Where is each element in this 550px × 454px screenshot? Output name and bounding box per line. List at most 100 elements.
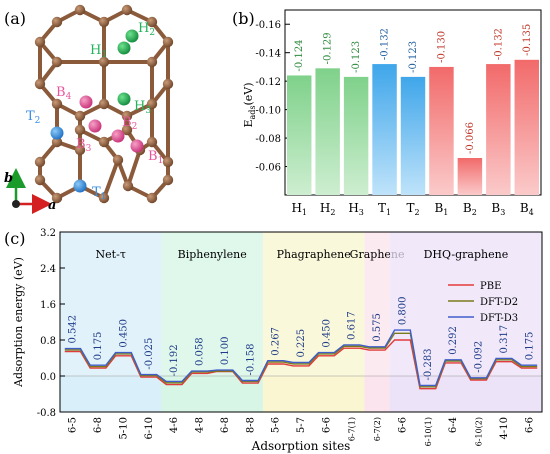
site-t2-label: T2: [26, 109, 40, 126]
line-x-label: 6-7(1): [348, 417, 357, 441]
carbon-atom: [121, 110, 133, 122]
line-x-label: 4-6: [169, 417, 180, 433]
bar-x-label: B2: [463, 201, 477, 217]
bar-h2: [315, 68, 340, 195]
series-dft-d3: [64, 329, 538, 387]
legend-label-dft-d3: DFT-D3: [480, 313, 518, 324]
line-x-label: 8-8: [245, 417, 256, 433]
bar-y-tick-label: -0.14: [255, 49, 281, 60]
line-value-label: -0.025: [144, 338, 155, 370]
carbon-atom: [146, 136, 158, 148]
line-x-label: 6-4: [448, 417, 459, 433]
carbon-atom: [51, 98, 63, 110]
line-value-label: 0.292: [448, 326, 459, 355]
bar-b4: [514, 59, 540, 195]
region-below-zero: [364, 376, 390, 412]
region-below-zero: [389, 376, 542, 412]
carbon-atom: [162, 174, 174, 186]
carbon-atom: [98, 56, 110, 68]
carbon-atom: [146, 16, 158, 28]
bar-b2: [457, 158, 483, 195]
carbon-bond: [126, 148, 142, 188]
line-x-label: 6-10(1): [424, 417, 433, 446]
line-value-label: -0.192: [169, 344, 180, 376]
bar-b1: [429, 66, 454, 195]
carbon-atom: [162, 78, 174, 90]
bar-value-label: -0.123: [408, 41, 419, 73]
panel-b-label: (b): [232, 9, 255, 28]
bar-x-label: T1: [378, 201, 391, 217]
carbon-atom: [98, 16, 110, 28]
site-h2-atom: [125, 29, 139, 43]
line-x-label: 6-7(2): [373, 417, 382, 441]
line-x-label: 6-10: [144, 417, 155, 439]
carbon-atom: [34, 78, 46, 90]
adsorption-site-markers: H1 H2 H3 B4 T2 B3 B2 B1 T1: [26, 21, 163, 202]
site-b4-atom: [79, 95, 93, 109]
carbon-atom: [162, 156, 174, 168]
line-y-tick-label: 0.8: [40, 336, 56, 347]
carbon-atom: [121, 4, 133, 16]
site-b2-atom: [111, 129, 125, 143]
region-title: Phagraphene: [277, 248, 351, 261]
carbon-atom: [98, 192, 110, 204]
carbon-atom: [146, 56, 158, 68]
carbon-atom: [74, 144, 86, 156]
site-h1-atom: [117, 41, 131, 55]
carbon-atoms: [34, 4, 174, 204]
b-axis-label: b: [4, 171, 13, 186]
carbon-atom: [74, 124, 86, 136]
line-x-label: 4-10: [499, 417, 510, 439]
site-t1-label: T1: [92, 185, 106, 202]
line-x-labels: 6-5 6-8 5-10 6-10 4-6 4-8 6-8 8-8 5-6 5-7 6-6 6-7(1…: [68, 417, 536, 446]
site-b1-atom: [130, 139, 144, 153]
bar-y-tick-label: -0.16: [255, 20, 281, 31]
carbon-atom: [146, 192, 158, 204]
line-x-label: 5-7: [296, 417, 307, 433]
line-y-axis-label: Adsorption energy (eV): [12, 257, 25, 388]
bar-value-label: -0.124: [294, 39, 305, 71]
line-x-axis-label: Adsorption sites: [251, 439, 351, 453]
bar-x-label: B4: [520, 201, 534, 217]
line-x-label: 6-6: [524, 417, 535, 433]
line-value-label: 0.100: [220, 337, 231, 366]
panel-a-label: (a): [4, 9, 26, 28]
site-b3-atom: [88, 119, 102, 133]
line-value-label: 0.175: [93, 332, 104, 361]
line-y-ticks: -0.8 0.0 0.8 1.6 2.4 3.2: [37, 228, 65, 419]
carbon-atom: [98, 98, 110, 110]
axis-indicator: b a: [4, 168, 56, 214]
bar-x-labels: H1 H2 H3 T1 T2 B1 B2 B3 B4: [291, 201, 533, 217]
line-y-tick-label: 3.2: [40, 228, 56, 239]
line-value-label: 0.617: [347, 311, 358, 340]
line-x-label: 4-8: [195, 417, 206, 433]
site-h1-label: H1: [90, 43, 107, 60]
line-x-label: 6-6: [321, 417, 332, 433]
carbon-atom: [51, 136, 63, 148]
site-h3-label: H3: [134, 99, 151, 116]
bar-series: -0.124 -0.129 -0.123 -0.132 -0.123 -0.130 -0.0…: [286, 24, 540, 195]
carbon-atom: [51, 192, 63, 204]
a-axis-label: a: [48, 198, 56, 213]
line-value-label: 0.450: [118, 319, 129, 348]
line-value-label: 0.800: [397, 296, 408, 325]
line-value-label: 0.175: [524, 332, 535, 361]
bar-y-tick-label: -0.08: [255, 134, 281, 145]
bar-value-label: -0.132: [493, 28, 504, 60]
carbon-atom: [121, 124, 133, 136]
region-title: DHQ-graphene: [424, 248, 509, 261]
region-title: Biphenylene: [178, 248, 247, 261]
carbon-atom: [34, 174, 46, 186]
line-x-label: 6-5: [68, 417, 79, 433]
bar-y-tick-label: -0.06: [255, 163, 281, 174]
line-x-label: 5-6: [271, 417, 282, 433]
line-x-label: 6-6: [397, 417, 408, 433]
line-y-tick-label: 0.0: [40, 372, 56, 383]
carbon-bond: [102, 158, 120, 200]
region-title: Net-τ: [96, 248, 126, 261]
region-below-zero: [60, 376, 162, 412]
bar-h1: [286, 75, 312, 195]
